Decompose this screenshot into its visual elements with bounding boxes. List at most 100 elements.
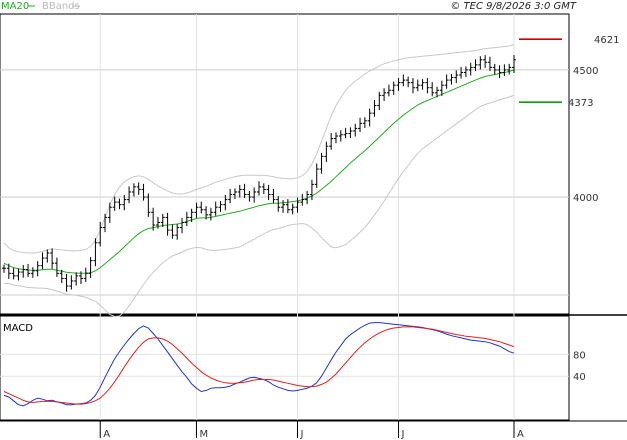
price-bar <box>223 195 228 211</box>
price-bar <box>30 267 35 278</box>
price-bar <box>257 181 261 196</box>
price-bar <box>136 182 141 196</box>
price-bar <box>83 267 88 282</box>
price-bar <box>103 213 108 233</box>
price-bar <box>180 217 185 234</box>
price-bar <box>290 203 295 215</box>
price-bar <box>228 188 233 204</box>
price-bar <box>146 193 151 217</box>
price-bar <box>507 63 512 75</box>
price-bar <box>492 63 497 75</box>
copyright-note: © TEC 9/8/2026 3:0 GMT <box>450 1 577 12</box>
price-bar <box>478 56 483 70</box>
price-bar <box>382 88 387 101</box>
price-bar <box>324 141 329 162</box>
price-bar <box>512 55 516 73</box>
price-bar <box>391 81 396 95</box>
price-bar <box>155 216 160 229</box>
price-bar <box>266 184 271 201</box>
price-bar <box>199 201 204 214</box>
price-tick-label: 4500 <box>573 66 598 77</box>
price-bar <box>26 263 31 277</box>
price-bar <box>372 99 377 117</box>
price-bar <box>386 84 391 97</box>
month-label: A <box>517 429 524 440</box>
price-bar <box>54 257 59 277</box>
price-bar <box>160 213 165 228</box>
price-bar <box>454 70 459 84</box>
price-bars <box>2 55 516 292</box>
legend-bbands: BBands <box>42 1 80 12</box>
price-bar <box>343 127 348 139</box>
support-label: 4373 <box>568 98 593 109</box>
price-bar <box>420 79 425 90</box>
macd-panel-frame <box>0 315 570 421</box>
price-bar <box>59 269 64 283</box>
price-grid <box>0 14 569 420</box>
price-bar <box>425 78 430 94</box>
price-bar <box>348 127 353 139</box>
price-bar <box>401 74 406 87</box>
price-bar <box>88 257 93 278</box>
price-bar <box>208 207 213 221</box>
price-bar <box>141 183 146 201</box>
price-bar <box>232 188 237 200</box>
price-axis: 4500 4000 80 40 <box>573 66 598 383</box>
macd-layer <box>3 322 515 407</box>
price-bar <box>319 152 324 174</box>
price-bar <box>175 224 180 240</box>
price-bar <box>35 261 40 277</box>
price-bar <box>314 163 319 188</box>
price-bar <box>435 86 440 98</box>
price-bar <box>473 59 478 71</box>
macd-tick-label: 40 <box>573 372 586 383</box>
price-bar <box>131 183 136 197</box>
price-bar <box>362 117 367 128</box>
month-label: A <box>103 429 110 440</box>
price-bar <box>497 65 502 79</box>
resistance-label: 4621 <box>594 35 619 46</box>
price-bar <box>444 74 449 89</box>
price-bar <box>93 238 98 267</box>
price-bar <box>107 202 112 223</box>
price-bar <box>117 198 122 210</box>
price-bar <box>459 66 464 79</box>
price-bar <box>16 268 21 281</box>
price-bar <box>430 82 435 97</box>
price-bar <box>333 132 338 144</box>
price-bar <box>410 78 415 94</box>
price-bar <box>69 275 74 290</box>
price-bar <box>281 200 286 213</box>
price-panel-frame <box>0 13 570 315</box>
month-label: J <box>401 429 405 440</box>
price-bar <box>483 55 488 68</box>
price-bar <box>127 186 132 204</box>
price-bar <box>218 201 223 212</box>
price-bar <box>6 263 11 279</box>
bband-lower-line <box>4 94 515 318</box>
price-bar <box>45 249 50 263</box>
price-bar <box>242 183 247 199</box>
price-bar <box>449 74 454 85</box>
price-bar <box>112 196 117 211</box>
price-bar <box>305 190 310 205</box>
month-label: J <box>299 429 303 440</box>
macd-tick-label: 80 <box>573 350 586 361</box>
price-bar <box>184 211 189 227</box>
price-bar <box>439 80 444 96</box>
price-bar <box>463 66 468 78</box>
price-bar <box>309 179 314 201</box>
price-bar <box>98 221 103 247</box>
price-bar <box>122 195 127 211</box>
price-bar <box>261 183 266 194</box>
price-bar <box>194 202 199 218</box>
price-bar <box>21 264 26 278</box>
price-bar <box>247 190 252 202</box>
price-bar <box>64 273 69 292</box>
ma20-layer <box>3 69 515 274</box>
price-bar <box>40 252 45 270</box>
price-bar <box>78 271 83 284</box>
price-bar <box>358 117 363 132</box>
